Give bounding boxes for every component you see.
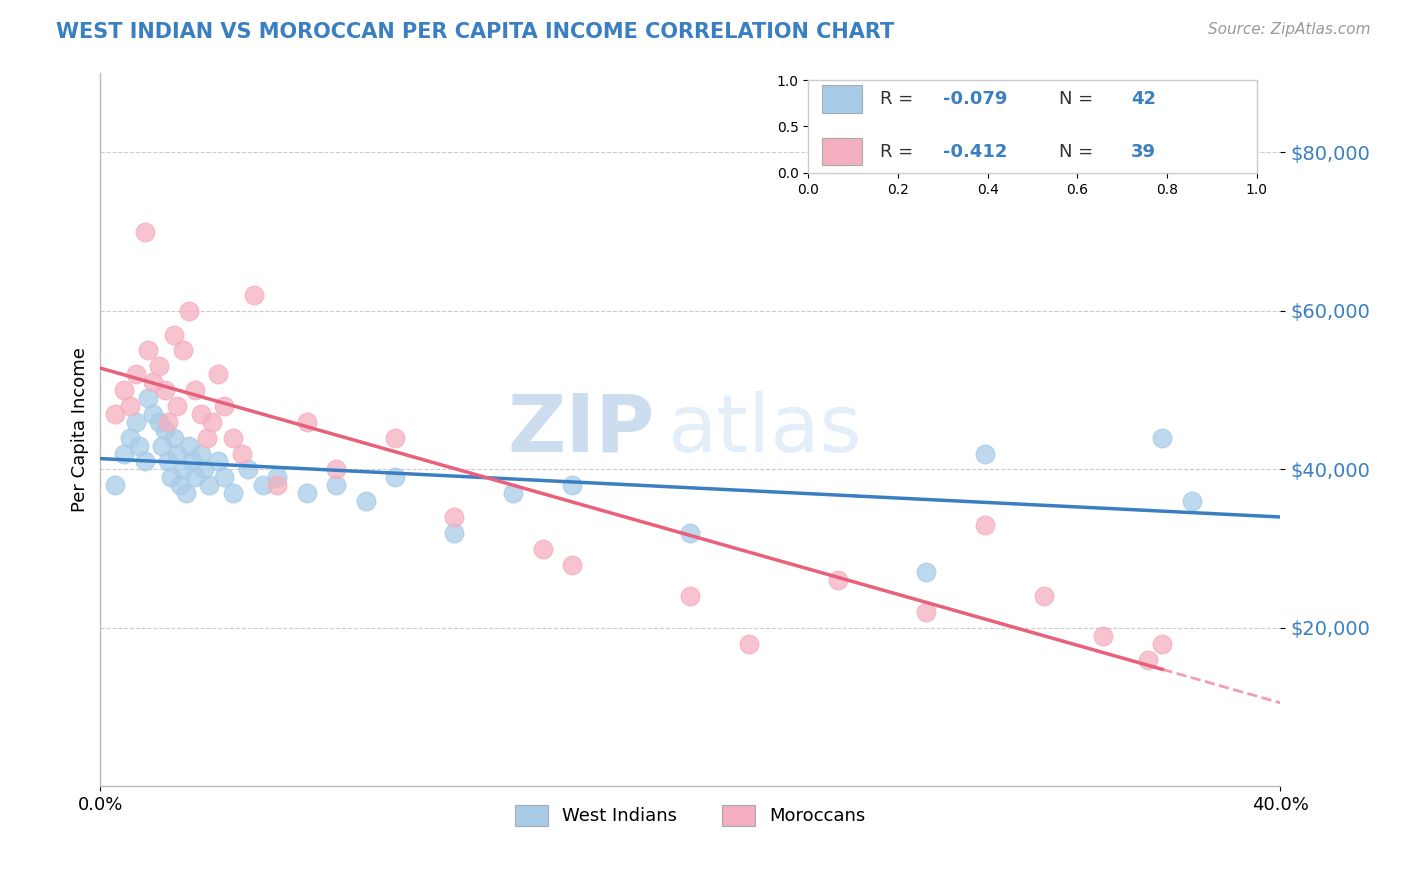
Point xyxy=(974,517,997,532)
Point xyxy=(180,454,202,468)
Point xyxy=(1092,629,1115,643)
Point xyxy=(112,446,135,460)
Point xyxy=(125,415,148,429)
Point xyxy=(166,399,188,413)
Point xyxy=(212,399,235,413)
Point xyxy=(136,391,159,405)
Point xyxy=(1033,589,1056,603)
Point xyxy=(222,486,245,500)
Point xyxy=(163,327,186,342)
Text: WEST INDIAN VS MOROCCAN PER CAPITA INCOME CORRELATION CHART: WEST INDIAN VS MOROCCAN PER CAPITA INCOM… xyxy=(56,22,894,42)
Point xyxy=(157,454,180,468)
Point xyxy=(112,383,135,397)
Point xyxy=(177,439,200,453)
Text: Source: ZipAtlas.com: Source: ZipAtlas.com xyxy=(1208,22,1371,37)
Point xyxy=(384,431,406,445)
Point xyxy=(172,343,194,358)
Point xyxy=(679,589,702,603)
Point xyxy=(1152,431,1174,445)
Point xyxy=(163,431,186,445)
Point xyxy=(738,637,761,651)
Point xyxy=(190,407,212,421)
Point xyxy=(148,415,170,429)
Point xyxy=(502,486,524,500)
Point xyxy=(193,462,215,476)
Point xyxy=(561,478,583,492)
Point xyxy=(125,368,148,382)
Point xyxy=(325,462,347,476)
Point xyxy=(148,359,170,374)
Point xyxy=(166,446,188,460)
Legend: West Indians, Moroccans: West Indians, Moroccans xyxy=(506,796,875,835)
Text: ZIP: ZIP xyxy=(508,391,655,468)
Point xyxy=(172,462,194,476)
Point xyxy=(184,383,207,397)
Point xyxy=(236,462,259,476)
Point xyxy=(384,470,406,484)
Point xyxy=(242,288,264,302)
Point xyxy=(266,470,288,484)
Point xyxy=(195,431,218,445)
Point xyxy=(136,343,159,358)
Point xyxy=(679,525,702,540)
Point xyxy=(354,494,377,508)
Point xyxy=(295,415,318,429)
Point xyxy=(184,470,207,484)
Point xyxy=(974,446,997,460)
Point xyxy=(222,431,245,445)
Point xyxy=(160,470,183,484)
Point xyxy=(212,470,235,484)
Point xyxy=(443,510,465,524)
Point xyxy=(177,303,200,318)
Point xyxy=(157,415,180,429)
Point xyxy=(128,439,150,453)
Point xyxy=(104,478,127,492)
Point xyxy=(1181,494,1204,508)
Point xyxy=(325,478,347,492)
Point xyxy=(134,454,156,468)
Point xyxy=(155,423,177,437)
Point xyxy=(169,478,191,492)
Point xyxy=(1136,653,1159,667)
Point xyxy=(118,399,141,413)
Point xyxy=(531,541,554,556)
Point xyxy=(201,415,224,429)
Point xyxy=(104,407,127,421)
Point xyxy=(174,486,197,500)
Point xyxy=(118,431,141,445)
Y-axis label: Per Capita Income: Per Capita Income xyxy=(72,347,89,512)
Point xyxy=(1152,637,1174,651)
Point xyxy=(915,605,938,619)
Point xyxy=(207,454,229,468)
Point xyxy=(295,486,318,500)
Point xyxy=(252,478,274,492)
Point xyxy=(443,525,465,540)
Point xyxy=(827,574,849,588)
Point xyxy=(150,439,173,453)
Point xyxy=(198,478,221,492)
Text: atlas: atlas xyxy=(666,391,860,468)
Point xyxy=(561,558,583,572)
Point xyxy=(142,375,165,389)
Point xyxy=(142,407,165,421)
Point xyxy=(266,478,288,492)
Point xyxy=(190,446,212,460)
Point xyxy=(207,368,229,382)
Point xyxy=(155,383,177,397)
Point xyxy=(134,225,156,239)
Point xyxy=(231,446,253,460)
Point xyxy=(915,566,938,580)
